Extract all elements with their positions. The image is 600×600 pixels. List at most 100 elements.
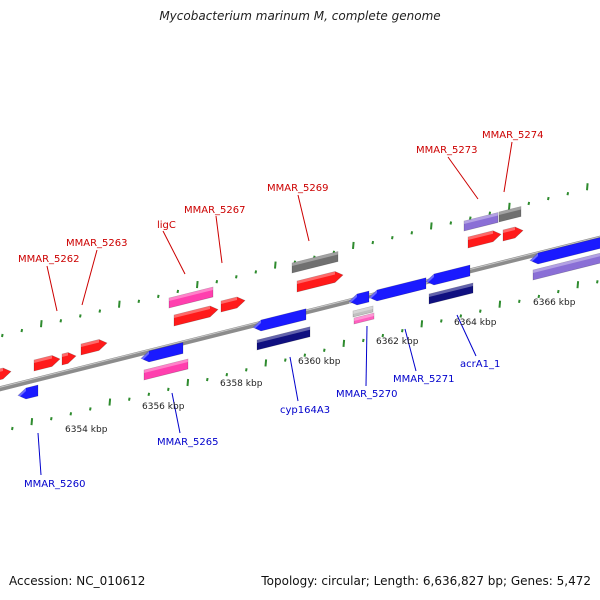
scale-label: 6362 kbp xyxy=(376,337,419,347)
scale-tick xyxy=(89,407,92,411)
gene-arrow-shade xyxy=(174,305,210,318)
gene-arrow xyxy=(296,271,344,293)
scale-tick xyxy=(274,261,277,269)
gene-arrow xyxy=(502,226,524,242)
scale-label: 6356 kbp xyxy=(142,402,185,412)
scale-tick xyxy=(342,339,346,347)
gene-arrow xyxy=(348,290,370,306)
scale-tick xyxy=(381,333,385,338)
leader-line xyxy=(365,325,368,387)
scale-tick xyxy=(498,300,502,308)
scale-tick xyxy=(508,202,511,210)
gene-label-mmar-5267[interactable]: MMAR_5267 xyxy=(184,205,246,216)
gene-label-mmar-5269[interactable]: MMAR_5269 xyxy=(267,183,329,194)
scale-tick xyxy=(147,392,151,396)
gene-box-shade xyxy=(292,251,338,266)
gene-label-acra1-1[interactable]: acrA1_1 xyxy=(460,359,500,370)
scale-tick xyxy=(40,320,43,328)
scale-tick xyxy=(30,418,34,426)
gene-label-mmar-5274[interactable]: MMAR_5274 xyxy=(482,130,544,141)
scale-tick xyxy=(206,377,209,382)
scale-tick xyxy=(196,281,199,289)
gene-arrow xyxy=(0,367,12,381)
gene-arrow xyxy=(33,355,61,372)
gene-label-mmar-5273[interactable]: MMAR_5273 xyxy=(416,145,478,156)
scale-tick xyxy=(235,275,238,279)
gene-label-mmar-5271[interactable]: MMAR_5271 xyxy=(393,374,455,385)
gene-label-mmar-5260[interactable]: MMAR_5260 xyxy=(24,479,86,490)
gene-box xyxy=(291,251,339,274)
scale-tick xyxy=(20,328,24,333)
scale-label: 6366 kbp xyxy=(533,298,576,308)
gene-label-ligc[interactable]: ligC xyxy=(157,220,176,231)
forward-gene-labels: MMAR_5262 MMAR_5263 ligC MMAR_5267 MMAR_… xyxy=(18,130,544,265)
leader-line xyxy=(37,432,42,476)
upper-scale-ticks xyxy=(1,183,589,338)
gene-box xyxy=(168,286,214,309)
map-title: Mycobacterium marinum M, complete genome xyxy=(159,9,441,23)
scale-tick xyxy=(547,196,550,201)
gene-box-shade xyxy=(169,286,213,301)
scale-tick xyxy=(479,309,482,313)
scale-tick xyxy=(401,328,404,333)
scale-label: 6364 kbp xyxy=(454,318,497,328)
scale-tick xyxy=(596,280,599,284)
gene-box-shade xyxy=(353,305,373,314)
gene-box xyxy=(352,305,374,318)
gene-arrow-shade xyxy=(81,339,99,347)
scale-tick xyxy=(98,309,102,313)
gene-box xyxy=(428,282,474,305)
scale-tick xyxy=(430,222,433,230)
gene-box xyxy=(256,326,311,351)
scale-tick xyxy=(391,235,394,240)
gene-box-shade xyxy=(257,326,310,343)
scale-tick xyxy=(323,348,326,352)
scale-tick xyxy=(362,338,365,343)
gene-arrow-shade xyxy=(503,226,515,233)
leader-line xyxy=(162,230,186,275)
scale-tick xyxy=(69,412,73,416)
gene-arrow xyxy=(425,264,471,286)
gene-box-shade xyxy=(464,212,498,224)
gene-box-shade xyxy=(499,206,521,215)
gene-label-mmar-5270[interactable]: MMAR_5270 xyxy=(336,389,398,400)
gene-arrow xyxy=(173,305,219,327)
gene-arrow-shade xyxy=(34,355,52,363)
gene-arrow-shade xyxy=(369,289,377,301)
gene-arrow-shade xyxy=(141,350,149,362)
leader-line xyxy=(289,356,299,402)
gene-box xyxy=(498,206,522,223)
scale-tick xyxy=(264,359,268,367)
gene-label-mmar-5262[interactable]: MMAR_5262 xyxy=(18,254,80,265)
gene-arrow xyxy=(252,308,307,332)
gene-arrow-shade xyxy=(426,273,434,285)
scale-tick xyxy=(1,333,4,338)
leader-line xyxy=(456,314,477,357)
gene-arrow xyxy=(140,342,184,363)
leader-line xyxy=(297,194,310,242)
scale-tick xyxy=(518,299,521,304)
scale-tick xyxy=(137,299,141,303)
scale-tick xyxy=(118,300,121,308)
scale-tick xyxy=(176,289,180,294)
leader-line xyxy=(215,215,223,264)
gene-label-mmar-5265[interactable]: MMAR_5265 xyxy=(157,437,219,448)
gene-arrow xyxy=(17,384,39,400)
scale-tick xyxy=(352,241,355,250)
gene-label-cyp164a3[interactable]: cyp164A3 xyxy=(280,405,330,416)
scale-tick xyxy=(303,353,307,357)
gene-box-shade xyxy=(144,358,188,373)
gene-arrow xyxy=(80,339,108,356)
gene-arrow-shade xyxy=(468,230,493,240)
scale-tick xyxy=(527,201,531,206)
gene-arrow-shade xyxy=(253,319,261,331)
gene-arrow-shade xyxy=(349,293,357,305)
scale-tick xyxy=(557,289,560,294)
gene-arrow xyxy=(467,230,502,249)
leader-line xyxy=(46,265,58,312)
gene-label-mmar-5263[interactable]: MMAR_5263 xyxy=(66,238,128,249)
scale-tick xyxy=(50,417,53,421)
gene-features xyxy=(0,206,600,400)
